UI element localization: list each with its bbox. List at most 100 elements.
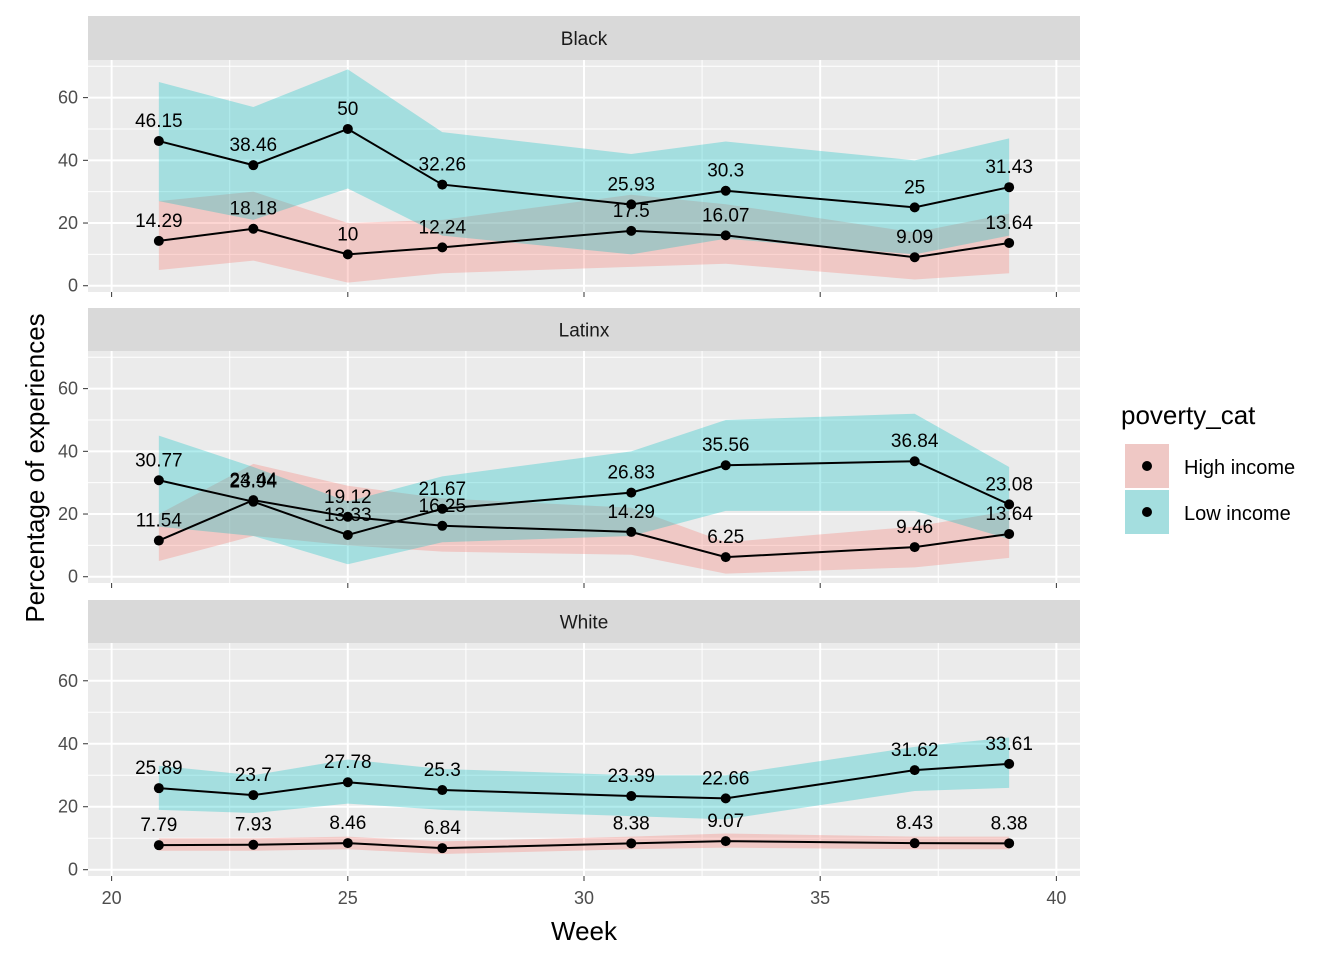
data-label: 25.93 <box>607 174 655 195</box>
point-high-income <box>342 511 353 522</box>
line-low-income <box>158 127 1010 209</box>
point-low-income <box>1004 758 1015 769</box>
data-label: 30.3 <box>707 161 744 182</box>
data-label: 50 <box>337 99 358 120</box>
point-low-income <box>437 785 448 796</box>
data-label: 8.38 <box>613 813 650 834</box>
data-label: 8.46 <box>329 813 366 834</box>
x-tick-label: 30 <box>574 888 594 908</box>
point-high-income <box>1004 528 1015 539</box>
y-tick-label: 40 <box>58 441 78 461</box>
data-labels: 7.79 7.93 8.46 6.84 8.38 9.07 8.43 8.38 25.89 23.… <box>135 734 1033 839</box>
point-high-income <box>626 225 637 236</box>
point-high-income <box>437 520 448 531</box>
data-label: 22.66 <box>702 768 750 789</box>
data-label: 25 <box>904 177 925 198</box>
point-high-income <box>1004 838 1015 849</box>
y-axis-title: Percentage of experiences <box>20 313 50 622</box>
point-high-income <box>626 838 637 849</box>
facet-strip <box>88 16 1080 60</box>
legend-label: Low income <box>1184 503 1291 525</box>
point-high-income <box>720 552 731 563</box>
panel-white: White 0 20 40 60 7.79 7.93 8.46 6.84 8.38 9.07 8.43… <box>58 600 1080 908</box>
data-label: 14.29 <box>135 211 183 232</box>
ribbons <box>158 69 1010 283</box>
y-tick-label: 40 <box>58 734 78 754</box>
data-label: 25.3 <box>424 760 461 781</box>
ribbon-low-income <box>158 413 1010 565</box>
point-high-income <box>720 836 731 847</box>
point-low-income <box>909 765 920 776</box>
point-high-income <box>437 242 448 253</box>
y-axis: 0 20 40 60 <box>58 671 88 880</box>
point-low-income <box>626 791 637 802</box>
data-label: 23.94 <box>230 472 278 493</box>
point-low-income <box>909 202 920 213</box>
line-high-income <box>158 227 1010 259</box>
line-low-income <box>158 762 1010 800</box>
line-low-income <box>158 460 1010 536</box>
data-label: 25.89 <box>135 758 183 779</box>
data-label: 11.54 <box>136 511 183 532</box>
point-high-income <box>909 252 920 263</box>
data-label: 13.33 <box>324 505 372 526</box>
point-high-income <box>248 839 259 850</box>
ribbon-high-income <box>158 463 1010 574</box>
data-label: 27.78 <box>324 752 372 773</box>
data-label: 38.46 <box>230 135 278 156</box>
point-low-income <box>342 123 353 134</box>
point-high-income <box>248 223 259 234</box>
panel-black: Black 0 20 40 60 14.29 18.18 10 12.24 17.5 16.07 9.… <box>58 16 1080 297</box>
legend-entry-high-income: High income <box>1125 444 1295 488</box>
x-axis: 20 25 30 35 40 <box>102 876 1066 908</box>
gridlines <box>88 351 1080 583</box>
point-high-income <box>153 235 164 246</box>
data-label: 8.43 <box>896 813 933 834</box>
x-axis <box>111 292 1057 297</box>
point-low-income <box>720 793 731 804</box>
legend: poverty_cat High income Low income <box>1121 400 1295 534</box>
data-label: 24.44 <box>230 470 278 491</box>
x-tick-label: 20 <box>102 888 122 908</box>
series-points <box>153 456 1015 563</box>
point-low-income <box>248 160 259 171</box>
data-label: 23.08 <box>985 474 1033 495</box>
series-lines <box>158 460 1010 559</box>
point-low-income <box>342 529 353 540</box>
point-low-income <box>437 179 448 190</box>
data-label: 13.64 <box>985 504 1033 525</box>
line-high-income <box>158 840 1010 850</box>
point-low-income <box>342 777 353 788</box>
point-high-income <box>153 840 164 851</box>
point-high-income <box>153 535 164 546</box>
y-tick-label: 20 <box>58 213 78 233</box>
data-label: 23.7 <box>235 765 272 786</box>
line-high-income <box>158 499 1010 559</box>
series-lines <box>158 127 1010 259</box>
ribbon-high-income <box>158 191 1010 283</box>
y-tick-label: 60 <box>58 671 78 691</box>
point-low-income <box>720 185 731 196</box>
y-tick-label: 0 <box>68 567 78 587</box>
data-labels: 11.54 24.44 19.12 16.25 14.29 6.25 9.46 13.64 30… <box>135 431 1033 548</box>
y-tick-label: 0 <box>68 276 78 296</box>
data-label: 12.24 <box>419 217 467 238</box>
series-points <box>153 123 1015 263</box>
data-label: 36.84 <box>891 431 939 452</box>
legend-entries: High income Low income <box>1125 444 1295 534</box>
data-label: 6.25 <box>707 527 744 548</box>
ribbons <box>158 413 1010 574</box>
data-labels: 14.29 18.18 10 12.24 17.5 16.07 9.09 13.64 46.15… <box>135 99 1033 248</box>
ribbon-low-income <box>158 737 1010 820</box>
y-tick-label: 20 <box>58 797 78 817</box>
data-label: 33.61 <box>985 734 1033 755</box>
legend-label: High income <box>1184 457 1295 479</box>
data-label: 9.46 <box>896 517 933 538</box>
point-high-income <box>909 838 920 849</box>
data-label: 7.93 <box>235 815 272 836</box>
point-high-income <box>720 230 731 241</box>
point-low-income <box>626 487 637 498</box>
facet-strip-label: Latinx <box>559 321 610 342</box>
data-label: 6.84 <box>424 818 461 839</box>
